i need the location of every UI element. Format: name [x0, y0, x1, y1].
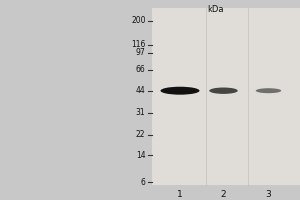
Text: 3: 3 [266, 190, 272, 199]
Text: 14: 14 [136, 151, 146, 160]
Text: 31: 31 [136, 108, 146, 117]
Ellipse shape [256, 88, 281, 93]
Text: 6: 6 [141, 178, 146, 187]
Text: 2: 2 [221, 190, 226, 199]
Text: 44: 44 [136, 86, 146, 95]
Bar [152, 8, 300, 185]
Text: 116: 116 [131, 40, 146, 49]
Text: 200: 200 [131, 16, 146, 25]
Text: 22: 22 [136, 130, 146, 139]
Text: 97: 97 [136, 48, 146, 57]
Text: 1: 1 [177, 190, 183, 199]
Ellipse shape [209, 88, 238, 94]
Text: 66: 66 [136, 65, 146, 74]
Ellipse shape [160, 87, 200, 95]
Text: kDa: kDa [208, 5, 224, 14]
